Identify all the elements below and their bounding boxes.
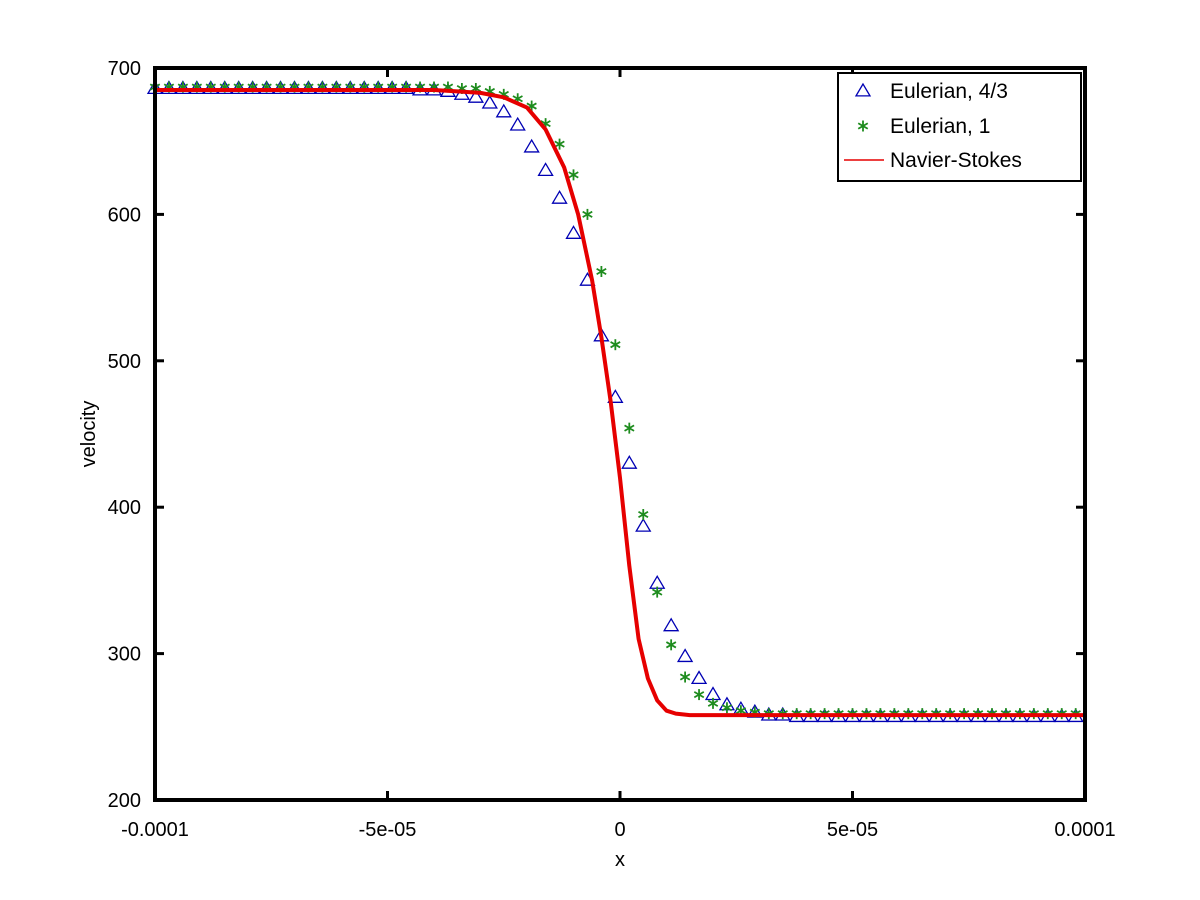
point-eulerian-1 [624,422,635,434]
point-eulerian-4-3 [495,103,512,118]
x-tick-label: 0 [614,819,625,841]
x-tick-label: -5e-05 [359,819,417,841]
point-eulerian-4-3 [272,80,289,95]
y-tick-label: 500 [108,351,141,373]
axis-ticks: -0.0001 -5e-05 0 5e-05 0.0001 200 300 400 500 600… [108,58,1116,841]
legend-label-navier-stokes: Navier-Stokes [890,149,1022,172]
point-eulerian-4-3 [160,80,178,95]
point-eulerian-4-3 [551,190,568,204]
point-eulerian-1 [693,689,705,701]
point-eulerian-4-3 [342,80,359,95]
point-eulerian-4-3 [370,80,387,95]
point-eulerian-4-3 [649,575,666,589]
point-eulerian-4-3 [244,80,261,95]
point-eulerian-4-3 [621,454,638,469]
point-eulerian-1 [596,265,607,277]
legend: Eulerian, 4/3 Eulerian, 1 Navier-Stokes [837,72,1082,182]
point-eulerian-4-3 [286,80,303,95]
point-eulerian-4-3 [258,80,275,95]
x-tick-label: -0.0001 [121,819,189,841]
x-axis-label: x [615,849,625,871]
point-eulerian-1 [568,169,579,181]
point-eulerian-4-3 [523,138,540,153]
plot-marks [146,80,1085,723]
point-eulerian-1 [721,702,733,714]
point-eulerian-4-3 [467,88,484,103]
point-eulerian-1 [554,138,565,150]
legend-box [837,72,1082,182]
point-eulerian-4-3 [356,80,373,95]
legend-marker-eulerian-1 [857,120,869,132]
point-eulerian-1 [679,671,691,683]
point-eulerian-4-3 [509,116,526,131]
point-eulerian-4-3 [537,162,554,177]
x-tick-label: 0.0001 [1054,819,1115,841]
point-eulerian-4-3 [384,80,401,95]
y-tick-label: 200 [108,790,141,812]
y-tick-label: 600 [108,204,141,226]
point-eulerian-4-3 [635,517,652,532]
point-eulerian-4-3 [397,80,415,95]
point-eulerian-4-3 [188,80,205,95]
point-eulerian-4-3 [314,80,331,95]
point-eulerian-4-3 [704,686,722,701]
point-eulerian-4-3 [663,617,680,632]
point-eulerian-4-3 [202,80,219,95]
legend-marker-eulerian-4-3 [854,82,872,97]
point-eulerian-1 [582,208,593,220]
point-eulerian-4-3 [676,648,694,663]
point-eulerian-4-3 [216,80,233,95]
legend-label-eulerian-4-3: Eulerian, 4/3 [890,80,1008,103]
legend-triangle-marker [854,82,872,97]
point-eulerian-1 [707,697,719,709]
x-tick-label: 5e-05 [827,819,878,841]
point-eulerian-1 [610,339,621,351]
point-eulerian-4-3 [565,225,582,239]
point-eulerian-1 [665,639,677,651]
y-axis-label: velocity [78,401,100,468]
point-eulerian-4-3 [690,670,708,685]
point-eulerian-1 [638,509,649,521]
point-eulerian-4-3 [328,80,345,95]
series-line-navier-stokes [155,87,1085,718]
point-eulerian-4-3 [230,80,247,95]
point-eulerian-4-3 [174,80,192,95]
y-tick-label: 300 [108,644,141,666]
point-eulerian-1 [651,586,663,598]
legend-asterisk-marker [857,120,869,132]
point-eulerian-4-3 [481,94,498,109]
point-eulerian-4-3 [300,80,317,95]
legend-label-eulerian-1: Eulerian, 1 [890,115,990,138]
y-tick-label: 700 [108,58,141,80]
y-tick-label: 400 [108,497,141,519]
